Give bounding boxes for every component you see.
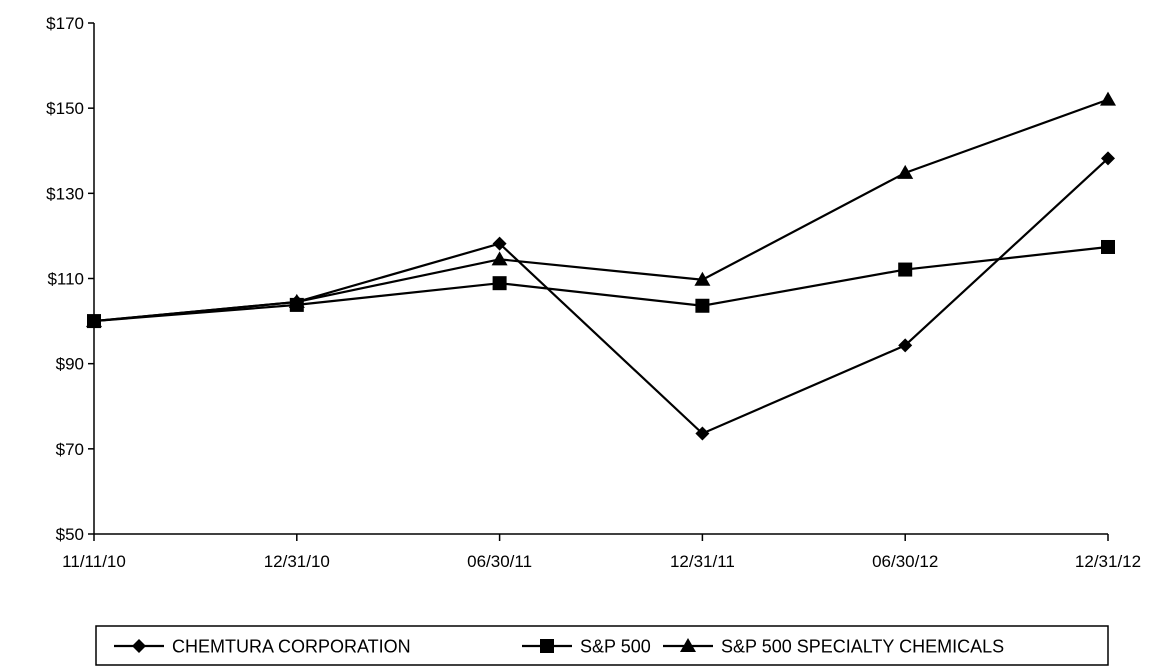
series-lines [93, 98, 1109, 435]
data-point-diamond [1101, 151, 1115, 166]
series-line-square [93, 245, 1109, 323]
x-tick-label: 12/31/12 [1075, 552, 1141, 571]
data-point-triangle [694, 271, 711, 286]
legend-box [95, 625, 1109, 666]
y-tick-label: $70 [56, 440, 84, 459]
y-tick-label: $170 [46, 14, 84, 33]
data-point-triangle [491, 251, 508, 266]
x-tick-label: 06/30/11 [467, 552, 532, 571]
x-tick-label: 12/31/10 [264, 552, 330, 571]
y-tick-label: $150 [46, 99, 84, 118]
legend-item: CHEMTURA CORPORATION [114, 637, 411, 657]
x-axis-ticks: 11/11/10 12/31/10 06/30/11 12/31/11 06/30/12… [62, 534, 1141, 571]
legend-marker-triangle [680, 638, 696, 652]
legend-item: S&P 500 [522, 637, 651, 657]
legend: CHEMTURA CORPORATION S&P 500 S&P 500 SPECI… [95, 625, 1109, 666]
legend-label: CHEMTURA CORPORATION [172, 637, 411, 657]
data-point-triangle [897, 164, 914, 179]
data-point-diamond [898, 338, 913, 353]
y-tick-label: $90 [56, 355, 84, 374]
data-point-triangle [288, 293, 305, 308]
series-line-diamond [93, 157, 1109, 435]
y-tick-label: $50 [56, 525, 84, 544]
x-tick-label: 11/11/10 [62, 552, 126, 571]
legend-label: S&P 500 SPECIALTY CHEMICALS [721, 637, 1004, 657]
data-point-square [695, 298, 710, 313]
plot-area: $50 $70 $90 $110 $130 $150 $170 11/11/10 12/31/… [46, 14, 1141, 571]
legend-items: CHEMTURA CORPORATION S&P 500 S&P 500 SPECI… [114, 637, 1004, 657]
data-point-triangle [86, 313, 102, 328]
data-point-square [1101, 239, 1115, 254]
data-point-diamond [695, 426, 710, 441]
data-point-triangle [1100, 91, 1116, 106]
x-tick-label: 12/31/11 [670, 552, 735, 571]
series-line-triangle [93, 98, 1109, 323]
legend-label: S&P 500 [580, 637, 651, 657]
x-tick-label: 06/30/12 [872, 552, 938, 571]
legend-marker-square [540, 639, 554, 653]
series-markers [86, 91, 1116, 441]
legend-item: S&P 500 SPECIALTY CHEMICALS [663, 637, 1004, 657]
data-point-square [492, 276, 507, 291]
data-point-square [898, 262, 913, 277]
data-point-diamond [492, 236, 507, 251]
legend-marker-diamond [132, 639, 146, 653]
y-tick-label: $110 [47, 270, 84, 289]
y-tick-label: $130 [46, 184, 84, 203]
y-axis-ticks: $50 $70 $90 $110 $130 $150 $170 [46, 14, 94, 544]
